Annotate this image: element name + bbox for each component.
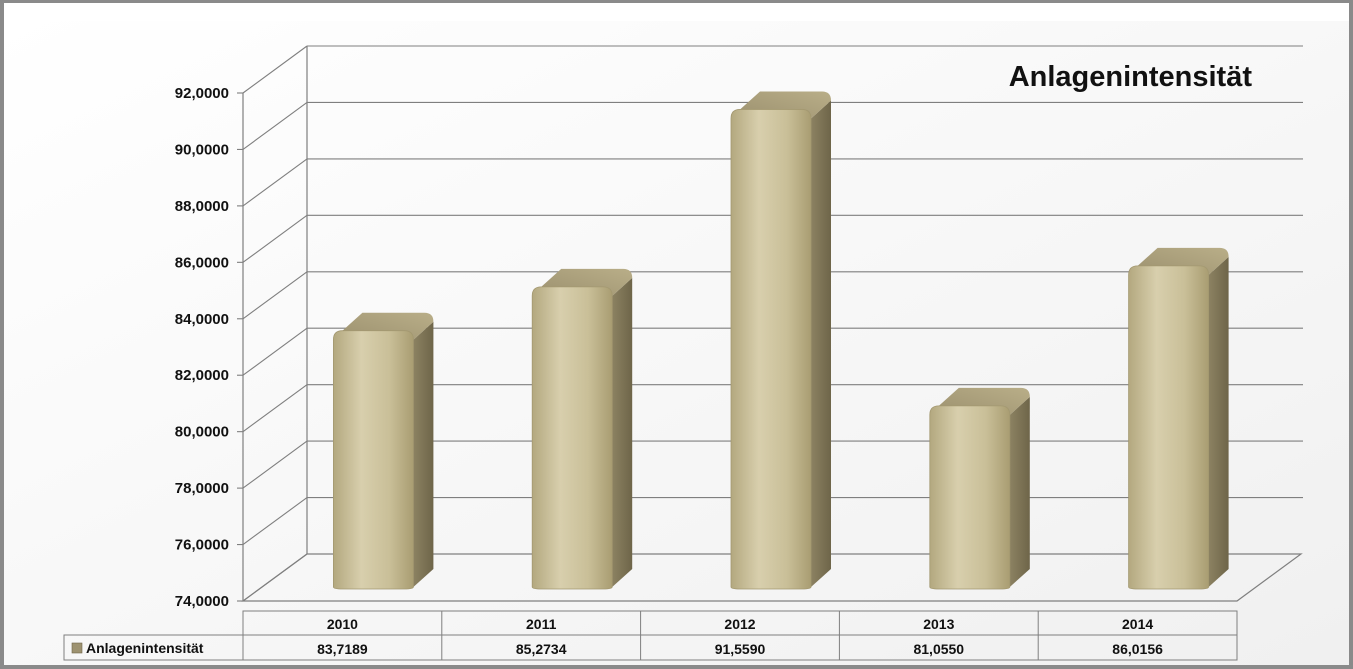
- table-data-row: [63, 634, 1238, 661]
- gridline-diagonal: [242, 102, 308, 150]
- data-label: 91,5590: [715, 641, 766, 657]
- y-tick-label: 74,0000: [175, 593, 229, 610]
- gridline-diagonal: [242, 553, 308, 602]
- bar-2011: [531, 268, 633, 590]
- data-label: 81,0550: [913, 641, 964, 657]
- gridline-diagonal: [242, 271, 308, 320]
- x-category-label: 2010: [327, 616, 358, 632]
- gridline-diagonal: [242, 497, 308, 545]
- data-label: 83,7189: [317, 641, 368, 657]
- bar-top-face: [1137, 247, 1229, 275]
- bar-front-face: [730, 109, 812, 590]
- data-label: 85,2734: [516, 641, 567, 657]
- y-tick-label: 88,0000: [175, 198, 229, 215]
- bar-side-face: [811, 100, 831, 588]
- gridline-diagonal: [242, 384, 308, 433]
- x-category-label: 2012: [724, 616, 755, 632]
- data-table: 2010 83,7189 2011 85,2734 2012 91,5590 2013 81,…: [63, 610, 1238, 661]
- x-category-label: 2011: [526, 616, 557, 632]
- bar-front-face: [1128, 265, 1209, 590]
- y-tick-label: 78,0000: [175, 480, 229, 497]
- bar-top-face: [938, 387, 1030, 415]
- bar-front-face: [531, 286, 613, 590]
- y-axis: 74,0000 76,0000 78,0000 80,0000 82,0000 84,00…: [175, 85, 243, 610]
- y-tick-label: 82,0000: [175, 367, 229, 384]
- gridline-diagonal: [242, 440, 308, 489]
- bar-2014: [1128, 247, 1229, 590]
- gridline-diagonal: [242, 327, 308, 376]
- bar-front-face: [333, 330, 414, 590]
- legend-key: [71, 642, 83, 654]
- bar-2012: [730, 91, 831, 590]
- gridline-diagonal: [242, 214, 308, 263]
- bar-side-face: [413, 321, 434, 587]
- y-tick-label: 80,0000: [175, 424, 229, 441]
- x-category-label: 2013: [923, 616, 954, 632]
- y-tick-label: 86,0000: [175, 254, 229, 271]
- bar-2013: [929, 387, 1030, 590]
- gridline-diagonal: [242, 158, 308, 207]
- y-tick-label: 84,0000: [175, 311, 229, 328]
- bar-front-face: [929, 405, 1011, 590]
- x-category-label: 2014: [1122, 616, 1153, 632]
- y-tick-label: 92,0000: [175, 85, 229, 102]
- bars: [333, 91, 1229, 590]
- bar-2010: [333, 312, 434, 590]
- chart-title: Anlagenintensität: [1009, 61, 1253, 93]
- bar-side-face: [612, 277, 633, 587]
- bar-top-face: [342, 312, 434, 340]
- bar-side-face: [1208, 256, 1229, 587]
- data-label: 86,0156: [1112, 641, 1163, 657]
- bar-top-face: [740, 91, 831, 119]
- y-tick-label: 90,0000: [175, 141, 229, 158]
- bar-top-face: [541, 268, 633, 296]
- bar-side-face: [1009, 396, 1030, 587]
- y-tick-label: 76,0000: [175, 537, 229, 554]
- legend-series-name: Anlagenintensität: [86, 640, 204, 656]
- gridline-diagonal: [242, 45, 308, 94]
